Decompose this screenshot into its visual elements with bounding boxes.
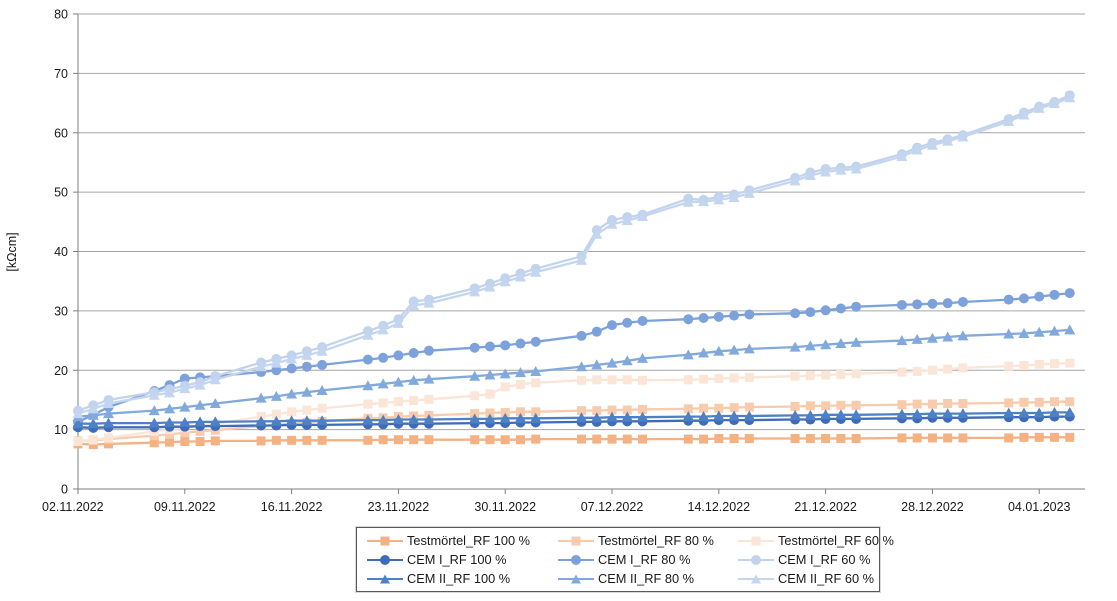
y-axis-title: [kΩcm] <box>5 232 19 271</box>
legend-label: Testmörtel_RF 80 % <box>598 533 714 548</box>
legend-item-cem-ii-rf-100: CEM II_RF 100 % <box>367 571 558 586</box>
series-testm-rtel-rf-100 <box>73 432 1075 449</box>
y-tick-label: 0 <box>61 483 68 497</box>
square-marker-swatch <box>558 535 594 547</box>
x-tick-label: 30.11.2022 <box>474 500 536 514</box>
y-tick-label: 70 <box>54 67 68 81</box>
axis-labels: 0 10 20 30 40 50 60 70 80 02.11.2022 09.11.2022 16.… <box>5 8 1071 515</box>
triangle-marker-swatch <box>558 573 594 585</box>
legend-item-cem-i-rf-60: CEM I_RF 60 % <box>738 552 894 567</box>
legend-item-testm-rtel-rf-100: Testmörtel_RF 100 % <box>367 533 558 548</box>
legend-label: CEM I_RF 100 % <box>407 552 507 567</box>
legend-label: CEM I_RF 80 % <box>598 552 691 567</box>
legend-item-testm-rtel-rf-80: Testmörtel_RF 80 % <box>558 533 738 548</box>
circle-marker-swatch <box>367 554 403 566</box>
y-tick-label: 50 <box>54 186 68 200</box>
x-tick-label: 23.11.2022 <box>368 500 430 514</box>
x-tick-label: 21.12.2022 <box>794 500 857 514</box>
chart-legend: Testmörtel_RF 100 % Testmörtel_RF 80 % Tes… <box>355 526 894 593</box>
y-tick-label: 40 <box>54 245 68 259</box>
legend-label: CEM I_RF 60 % <box>778 552 871 567</box>
circle-marker-swatch <box>738 554 774 566</box>
square-marker-swatch <box>738 535 774 547</box>
series-cem-i-rf-80 <box>73 288 1075 427</box>
legend-label: CEM II_RF 100 % <box>407 571 511 586</box>
legend-item-cem-i-rf-100: CEM I_RF 100 % <box>367 552 558 567</box>
x-tick-label: 16.11.2022 <box>261 500 323 514</box>
legend-item-cem-i-rf-80: CEM I_RF 80 % <box>558 552 738 567</box>
circle-marker-swatch <box>558 554 594 566</box>
series-cem-ii-rf-60 <box>72 92 1076 419</box>
y-tick-label: 60 <box>54 126 68 140</box>
series-cem-ii-rf-80 <box>72 324 1076 422</box>
x-tick-label: 07.12.2022 <box>581 500 644 514</box>
triangle-marker-swatch <box>738 573 774 585</box>
square-marker-swatch <box>367 535 403 547</box>
series-cem-ii-rf-100 <box>72 406 1076 429</box>
legend-item-cem-ii-rf-80: CEM II_RF 80 % <box>558 571 738 586</box>
legend-label: Testmörtel_RF 100 % <box>407 533 531 548</box>
y-tick-label: 20 <box>54 364 68 378</box>
legend-item-cem-ii-rf-60: CEM II_RF 60 % <box>738 571 894 586</box>
legend-item-testm-rtel-rf-60: Testmörtel_RF 60 % <box>738 533 894 548</box>
legend-label: Testmörtel_RF 60 % <box>778 533 894 548</box>
y-tick-label: 30 <box>54 304 68 318</box>
legend-label: CEM II_RF 60 % <box>778 571 875 586</box>
legend-label: CEM II_RF 80 % <box>598 571 695 586</box>
series-testm-rtel-rf-60 <box>73 358 1075 446</box>
y-tick-label: 10 <box>54 423 68 437</box>
x-tick-label: 14.12.2022 <box>688 500 751 514</box>
x-tick-label: 28.12.2022 <box>901 500 964 514</box>
triangle-marker-swatch <box>367 573 403 585</box>
y-tick-label: 80 <box>54 8 68 22</box>
x-tick-label: 02.11.2022 <box>42 500 104 514</box>
x-tick-label: 09.11.2022 <box>154 500 216 514</box>
x-tick-label: 04.01.2023 <box>1008 500 1071 514</box>
